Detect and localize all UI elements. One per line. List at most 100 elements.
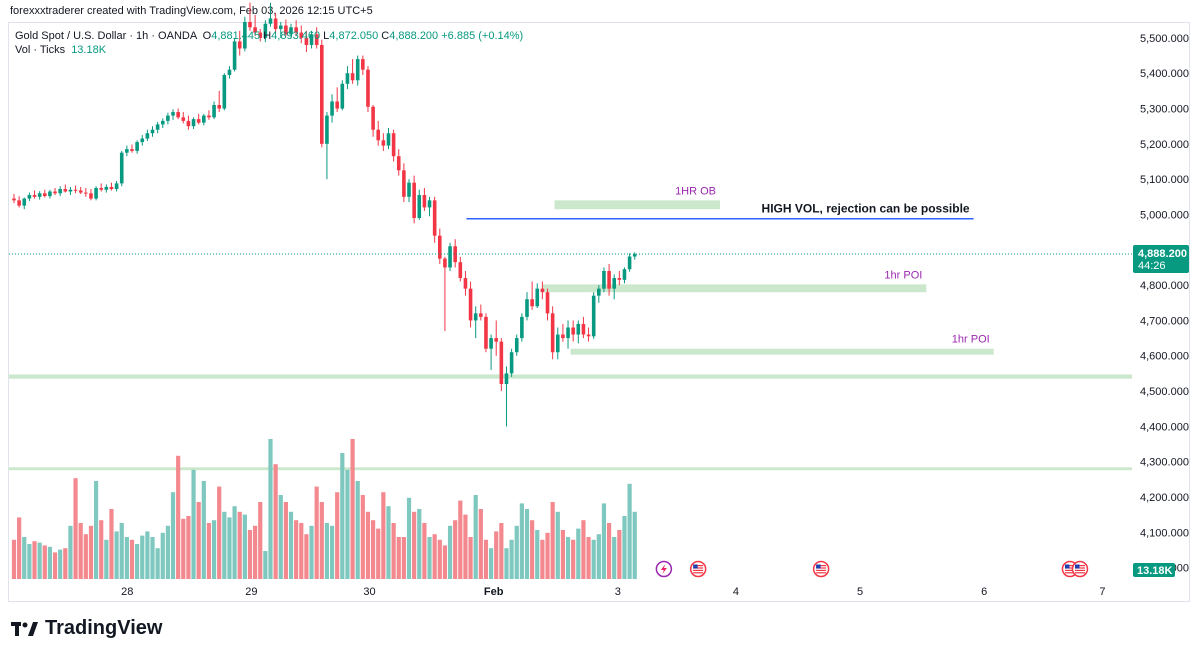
volume-bar	[63, 548, 68, 579]
volume-bar	[268, 439, 273, 579]
volume-bar	[447, 525, 453, 579]
us-flag-icon[interactable]	[812, 560, 830, 578]
us-flag-icon-stripe	[1074, 567, 1085, 569]
volume-bar	[591, 539, 596, 579]
volume-bar	[294, 520, 299, 579]
candle-body	[135, 142, 139, 151]
candle-body	[479, 313, 483, 317]
zone-box	[542, 284, 927, 293]
close-value: 4,888.200	[389, 30, 439, 42]
volume-bar	[17, 517, 22, 579]
us-flag-icon-ring	[689, 560, 707, 578]
candle-body	[396, 156, 401, 171]
volume-bar	[160, 532, 165, 579]
candle-body	[191, 119, 196, 127]
price-tick-label: 5,000.000	[1140, 209, 1189, 221]
candle-body	[289, 27, 293, 35]
candle-body	[509, 352, 514, 374]
time-tick-label: 3	[615, 586, 621, 598]
volume-legend: Vol · Ticks 13.18K	[15, 44, 106, 56]
volume-tag-value: 13.18K	[1137, 565, 1173, 577]
candle-body	[202, 115, 206, 123]
candle-body	[443, 258, 447, 268]
zone-box	[570, 348, 994, 355]
volume-bar	[165, 525, 170, 579]
candle-body	[448, 246, 452, 268]
price-tick-label: 4,200.000	[1140, 492, 1189, 504]
candle-body	[473, 313, 478, 321]
candle-body	[37, 193, 42, 197]
volume-bar	[52, 552, 58, 579]
volume-bar	[170, 492, 176, 579]
price-tick-label: 4,400.000	[1140, 421, 1189, 433]
zone-box	[9, 467, 1132, 471]
candle-body	[602, 270, 606, 289]
candle-body	[453, 246, 457, 263]
volume-bar	[581, 520, 586, 579]
volume-bar	[386, 506, 391, 579]
tradingview-logo[interactable]: TradingView	[11, 617, 162, 640]
us-flag-icon[interactable]	[1071, 560, 1089, 578]
candle-body	[284, 25, 288, 35]
candle-body	[427, 200, 432, 208]
volume-bar	[365, 511, 371, 579]
zones-layer: 1HR OB 1hr POI 1hr POI	[9, 185, 1132, 471]
candle-body	[114, 183, 119, 190]
flash-icon[interactable]	[655, 560, 673, 578]
us-flag-icon[interactable]	[689, 560, 707, 578]
us-flag-icon-stripe	[1064, 567, 1075, 569]
open-value: 4,881.445	[211, 30, 261, 42]
volume-bar	[499, 523, 504, 579]
volume-bar	[68, 525, 73, 579]
volume-bar	[227, 517, 232, 579]
candle-body	[468, 288, 473, 321]
candle-body	[84, 192, 88, 194]
candle-body	[212, 104, 216, 118]
volume-bar	[253, 525, 258, 579]
candle-body	[591, 295, 596, 337]
candle-body	[125, 149, 129, 153]
volume-bar	[565, 537, 571, 579]
high-value: 4,893.460	[271, 30, 321, 42]
volume-value: 13.18K	[71, 44, 107, 56]
volume-bar	[371, 520, 376, 579]
candle-body	[53, 191, 57, 194]
volume-bar	[632, 511, 637, 579]
volume-bar	[442, 545, 448, 579]
volume-bar	[88, 525, 94, 579]
volume-bar	[427, 537, 432, 579]
candle-body	[371, 106, 375, 130]
candle-body	[227, 69, 232, 75]
volume-bar	[406, 497, 412, 579]
volume-bar	[509, 539, 514, 579]
candle-body	[160, 120, 165, 125]
candle-body	[140, 138, 145, 143]
candle-body	[612, 278, 617, 289]
candle-body	[335, 101, 339, 109]
volume-bar	[596, 534, 601, 579]
price-tick-label: 4,700.000	[1140, 315, 1189, 327]
candle-body	[273, 18, 278, 30]
volume-bar	[396, 537, 401, 579]
candle-body	[494, 338, 499, 342]
volume-bar	[453, 520, 458, 579]
zone-label: 1hr POI	[952, 334, 990, 346]
us-flag-icon-ring	[812, 560, 830, 578]
candle-body	[48, 191, 52, 197]
volume-bar	[124, 537, 129, 579]
candle-body	[248, 22, 252, 28]
us-flag-icon-stripe	[1064, 572, 1075, 574]
volume-bar	[504, 548, 509, 579]
volume-bar	[150, 537, 155, 579]
price-tick-label: 4,500.000	[1140, 386, 1189, 398]
volume-bar	[483, 539, 489, 579]
tradingview-logo-icon	[11, 621, 38, 636]
chart-frame	[8, 22, 1190, 602]
price-tick-label: 4,100.000	[1140, 527, 1189, 539]
candle-body	[489, 338, 493, 349]
volume-bar	[237, 511, 242, 579]
brand-name: TradingView	[45, 617, 163, 639]
us-flag-icon-canton	[816, 564, 821, 569]
us-flag-icon-ring	[1071, 560, 1089, 578]
